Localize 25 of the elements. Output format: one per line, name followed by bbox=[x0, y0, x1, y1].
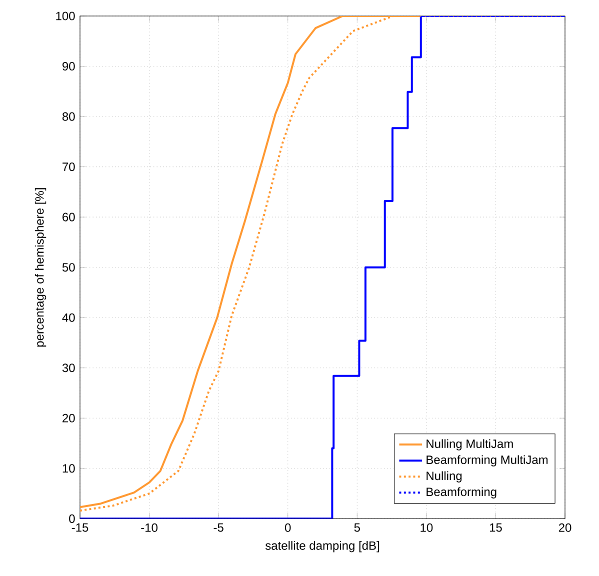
y-tick-label: 40 bbox=[62, 313, 75, 322]
x-tick-label: 10 bbox=[420, 523, 433, 532]
y-tick-label: 30 bbox=[62, 364, 75, 372]
y-tick-label: 10 bbox=[62, 464, 75, 473]
y-tick-label: 70 bbox=[62, 162, 75, 172]
x-tick-label: -15 bbox=[72, 523, 88, 532]
y-tick-label: 100 bbox=[56, 12, 75, 20]
legend-label: Nulling MultiJam bbox=[426, 439, 513, 450]
x-axis-title: satellite damping [dB] bbox=[265, 541, 379, 552]
legend-label: Beamforming MultiJam bbox=[426, 455, 548, 466]
x-tick-label: 0 bbox=[284, 523, 291, 532]
y-tick-label: 50 bbox=[62, 263, 75, 272]
y-tick-label: 0 bbox=[69, 514, 75, 523]
x-tick-label: -5 bbox=[214, 523, 224, 532]
legend-label: Beamforming bbox=[426, 487, 496, 498]
legend-label: Nulling bbox=[426, 471, 462, 482]
x-tick-label: 20 bbox=[558, 523, 572, 532]
y-tick-label: 80 bbox=[62, 112, 75, 121]
x-tick-label: -10 bbox=[141, 523, 158, 532]
y-axis-title: percentage of hemisphere [%] bbox=[34, 188, 46, 347]
x-tick-label: 15 bbox=[490, 523, 502, 532]
y-tick-label: 20 bbox=[62, 414, 75, 422]
y-tick-label: 90 bbox=[62, 62, 75, 71]
x-tick-label: 5 bbox=[354, 523, 360, 532]
y-tick-label: 60 bbox=[62, 212, 75, 222]
